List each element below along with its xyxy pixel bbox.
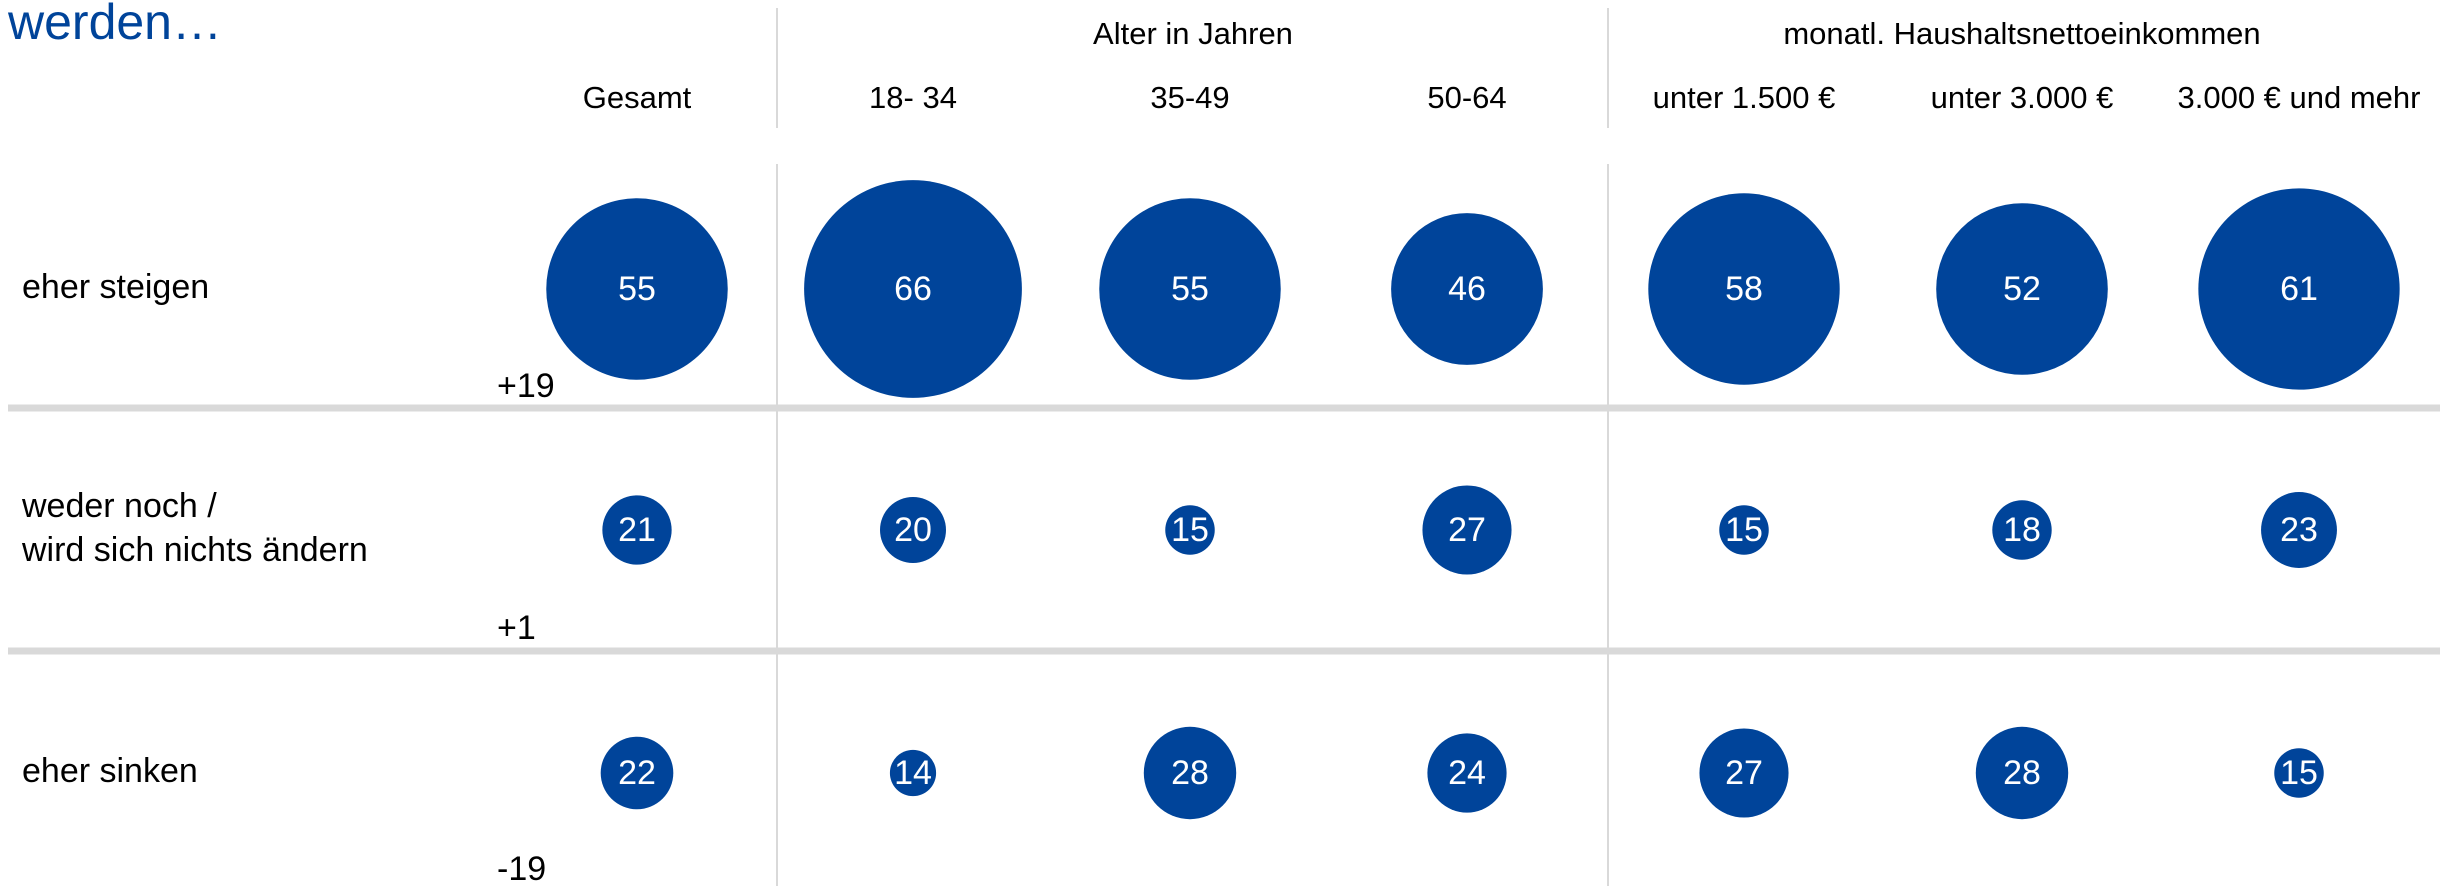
bubble-group: 15 [1165,505,1215,555]
data-label: 15 [1171,511,1209,549]
bubble-group: 28 [1975,726,2069,820]
data-label: 55 [618,270,656,308]
data-label: 15 [1725,511,1763,549]
data-label: 27 [1725,754,1763,792]
bubble [600,736,674,810]
bubble [1719,505,1769,555]
chart-title: werden… [7,0,222,50]
data-label: 55 [1171,270,1209,308]
bubble [2261,492,2337,568]
annotation: -19 [497,850,546,886]
bubble-group: 52 [1936,203,2108,375]
group-label: monatl. Haushaltsnettoeinkommen [1783,16,2260,51]
data-label: 28 [2003,754,2041,792]
bubble [1143,726,1237,820]
data-label: 27 [1448,511,1486,549]
column-label: 50-64 [1427,80,1506,115]
bubble-group: 23 [2261,492,2337,568]
annotation: +1 [497,609,536,647]
data-label: 46 [1448,270,1486,308]
column-label: unter 1.500 € [1653,80,1836,115]
bubble [1936,203,2108,375]
bubble [1699,728,1789,818]
bubble [1165,505,1215,555]
bubble-group: 55 [546,198,728,380]
bubble [1391,213,1543,365]
bubble-group: 22 [600,736,674,810]
bubble [546,198,728,380]
data-label: 22 [618,754,656,792]
data-label: 20 [894,511,932,549]
bubble-group: 27 [1699,728,1789,818]
row-label: weder noch / wird sich nichts ändern [21,487,368,569]
bubble [880,497,946,563]
bubble [889,749,937,797]
data-label: 52 [2003,270,2041,308]
bubble [1422,485,1512,575]
group-label: Alter in Jahren [1093,16,1293,51]
column-label: 18- 34 [869,80,957,115]
data-label: 14 [894,754,932,792]
bubble-group: 15 [1719,505,1769,555]
bubble-group: 14 [889,749,937,797]
column-label: Gesamt [583,80,692,115]
annotation: +19 [497,367,555,405]
data-label: 28 [1171,754,1209,792]
row-label: eher sinken [22,752,198,790]
column-label: 35-49 [1150,80,1229,115]
data-label: 58 [1725,270,1763,308]
data-label: 18 [2003,511,2041,549]
bubble [1648,193,1840,385]
data-label: 15 [2280,754,2318,792]
bubble-group: 15 [2274,748,2324,798]
row-label: eher steigen [22,268,209,306]
data-label: 61 [2280,270,2318,308]
bubble-group: 21 [602,495,672,565]
data-label: 21 [618,511,656,549]
bubble-group: 61 [2198,188,2400,390]
bubble-group: 46 [1391,213,1543,365]
data-label: 23 [2280,511,2318,549]
column-label: unter 3.000 € [1931,80,2114,115]
bubble [1099,198,1281,380]
bubble [804,180,1022,398]
bubble-group: 66 [804,180,1022,398]
bubble [1427,733,1507,813]
column-label: 3.000 € und mehr [2177,80,2420,115]
data-label: 24 [1448,754,1486,792]
bubble-group: 28 [1143,726,1237,820]
bubble [1992,500,2052,560]
bubble-group: 58 [1648,193,1840,385]
bubble-group: 24 [1427,733,1507,813]
bubble-group: 20 [880,497,946,563]
bubble-group: 18 [1992,500,2052,560]
bubble-group: 55 [1099,198,1281,380]
bubble [602,495,672,565]
bubble [2198,188,2400,390]
bubble [1975,726,2069,820]
bubble [2274,748,2324,798]
bubble-group: 27 [1422,485,1512,575]
data-label: 66 [894,270,932,308]
